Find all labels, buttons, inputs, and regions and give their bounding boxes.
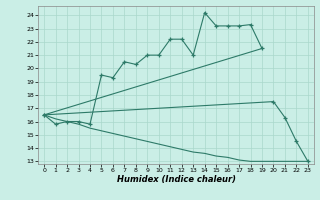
X-axis label: Humidex (Indice chaleur): Humidex (Indice chaleur) bbox=[116, 175, 236, 184]
